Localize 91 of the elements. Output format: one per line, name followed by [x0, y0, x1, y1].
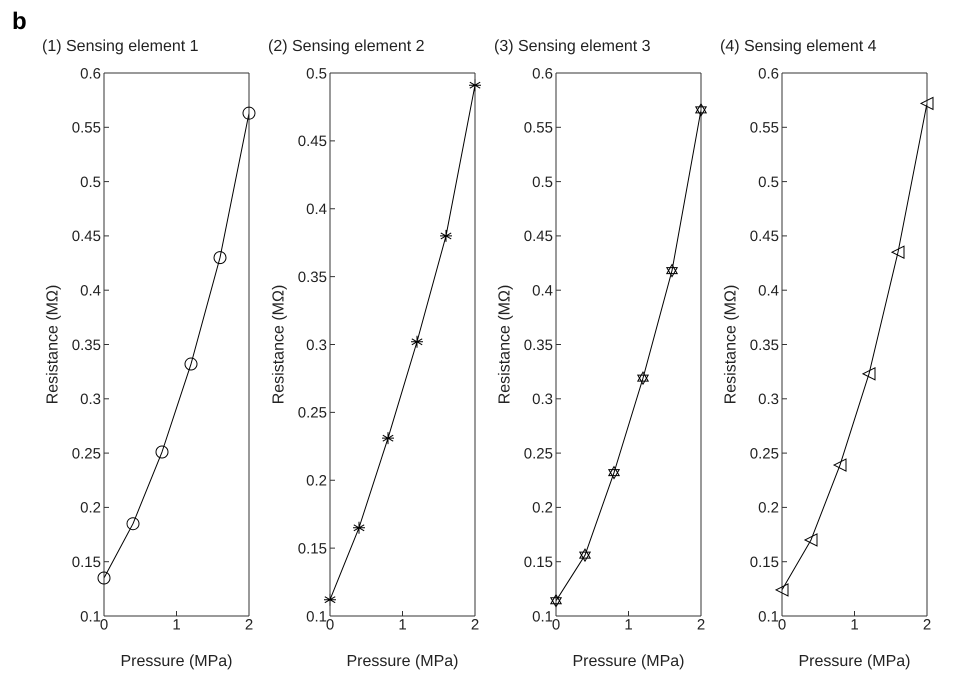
y-tick-label: 0.3 [306, 336, 327, 354]
y-tick-label: 0.3 [758, 391, 779, 408]
y-tick-label: 0.1 [306, 608, 327, 626]
point [410, 335, 424, 348]
chart-title: (2) Sensing element 2 [267, 38, 426, 57]
point [156, 446, 168, 459]
x-tick-label: 1 [172, 616, 181, 634]
point [324, 593, 336, 606]
y-tick-label: 0.4 [80, 282, 101, 300]
y-tick-label: 0.5 [80, 174, 101, 191]
y-axis-title: Resistance (MΩ) [270, 284, 288, 404]
y-axis-title: Resistance (MΩ) [496, 284, 514, 404]
y-tick-label: 0.6 [80, 65, 101, 82]
point [695, 103, 707, 116]
y-tick-label: 0.2 [758, 500, 779, 517]
point [98, 571, 110, 584]
y-tick-label: 0.4 [532, 282, 553, 300]
y-tick-label: 0.25 [524, 445, 553, 462]
point [920, 96, 934, 110]
chart-title: (1) Sensing element 1 [41, 38, 200, 57]
point [637, 372, 649, 385]
y-tick-label: 0.6 [758, 65, 779, 82]
y-tick-label: 0.55 [750, 120, 779, 137]
x-tick-label: 0 [778, 616, 786, 634]
y-tick-label: 0.4 [306, 201, 327, 218]
point [126, 517, 140, 530]
y-tick-label: 0.25 [750, 445, 779, 462]
y-tick-label: 0.45 [524, 228, 553, 246]
y-tick-label: 0.35 [750, 336, 779, 354]
x-tick-label: 0 [326, 616, 334, 634]
y-tick-label: 0.35 [72, 336, 101, 354]
y-tick-label: 0.45 [72, 228, 101, 246]
y-tick-label: 0.1 [80, 608, 101, 626]
point [834, 458, 846, 472]
x-tick-label: 0 [552, 616, 560, 634]
point [468, 78, 482, 92]
y-tick-label: 0.35 [524, 336, 553, 354]
y-tick-label: 0.55 [72, 120, 101, 137]
point [804, 533, 818, 546]
point [440, 229, 452, 242]
point [184, 358, 198, 371]
point [579, 548, 591, 562]
x-tick-label: 0 [100, 616, 108, 634]
point [862, 367, 876, 380]
x-axis-title: Pressure (MPa) [798, 653, 911, 670]
y-tick-label: 0.25 [72, 445, 101, 462]
x-tick-label: 2 [696, 616, 706, 634]
x-tick-label: 2 [244, 616, 254, 634]
y-tick-label: 0.1 [758, 608, 779, 626]
point [666, 264, 678, 278]
y-tick-label: 0.5 [306, 65, 327, 82]
chart-title: (3) Sensing element 3 [493, 38, 652, 57]
point [550, 594, 562, 608]
x-tick-label: 2 [470, 616, 480, 634]
point [242, 106, 256, 120]
y-axis-title: Resistance (MΩ) [44, 284, 62, 404]
text: b [12, 8, 27, 35]
y-tick-label: 0.45 [750, 228, 779, 246]
point [776, 583, 788, 596]
y-tick-label: 0.55 [524, 120, 553, 137]
y-tick-label: 0.6 [532, 65, 553, 82]
y-tick-label: 0.1 [532, 608, 553, 626]
point [608, 466, 620, 480]
y-tick-label: 0.2 [532, 500, 553, 517]
x-axis-title: Pressure (MPa) [572, 653, 685, 670]
x-axis-title: Pressure (MPa) [346, 653, 459, 670]
point [892, 246, 904, 259]
x-tick-label: 1 [850, 616, 859, 634]
y-tick-label: 0.35 [298, 268, 327, 286]
point [382, 432, 394, 445]
y-tick-label: 0.15 [72, 554, 101, 572]
x-axis-title: Pressure (MPa) [120, 653, 233, 670]
y-tick-label: 0.2 [80, 500, 101, 517]
y-tick-label: 0.5 [758, 174, 779, 191]
x-tick-label: 1 [398, 616, 407, 634]
y-axis-title: Resistance (MΩ) [722, 284, 740, 404]
y-tick-label: 0.3 [532, 391, 553, 408]
point [214, 251, 226, 264]
y-tick-label: 0.45 [298, 133, 327, 150]
x-tick-label: 1 [624, 616, 633, 634]
chart-title: (4) Sensing element 4 [719, 38, 878, 57]
y-tick-label: 0.2 [306, 472, 327, 490]
y-tick-label: 0.3 [80, 391, 101, 408]
y-tick-label: 0.25 [298, 404, 327, 422]
y-tick-label: 0.15 [750, 554, 779, 572]
point [352, 521, 366, 534]
y-tick-label: 0.15 [524, 554, 553, 572]
y-tick-label: 0.5 [532, 174, 553, 191]
x-tick-label: 2 [922, 616, 932, 634]
y-tick-label: 0.15 [298, 540, 327, 558]
y-tick-label: 0.4 [758, 282, 779, 300]
